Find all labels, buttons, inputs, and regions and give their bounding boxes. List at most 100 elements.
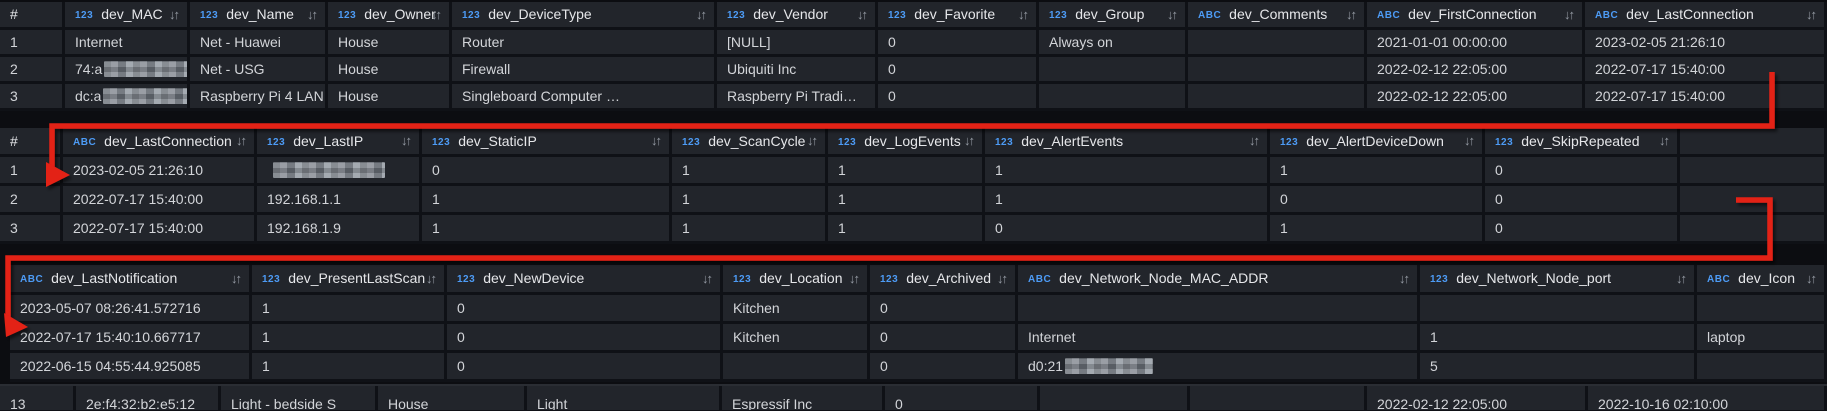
column-label: dev_LogEvents xyxy=(864,133,961,149)
cell: House xyxy=(328,57,452,84)
sort-icon[interactable]: ↓↑ xyxy=(807,133,818,148)
table-row: 2 74:a Net - USG House Firewall Ubiquiti Inc 0… xyxy=(0,57,1827,84)
column-label: dev_DeviceType xyxy=(488,6,592,22)
sort-icon[interactable]: ↓↑ xyxy=(431,7,442,22)
cell: Always on xyxy=(1039,30,1188,57)
column-header-dev_ScanCycle[interactable]: 123 dev_ScanCycle ↓↑ xyxy=(672,128,828,157)
column-label: dev_Network_Node_MAC_ADDR xyxy=(1059,270,1269,286)
cell: 192.168.1.1 xyxy=(257,186,422,215)
column-header-dev_Network_Node_port[interactable]: 123 dev_Network_Node_port ↓↑ xyxy=(1420,265,1697,295)
column-label: dev_Owner xyxy=(364,6,436,22)
sort-icon[interactable]: ↓↑ xyxy=(1249,133,1260,148)
column-header-dev_PresentLastScan[interactable]: 123 dev_PresentLastScan ↓↑ xyxy=(252,265,447,295)
sort-icon[interactable]: ↓↑ xyxy=(236,133,247,148)
sort-icon[interactable]: ↓↑ xyxy=(1806,7,1817,22)
sort-icon[interactable]: ↓↑ xyxy=(169,7,180,22)
sort-icon[interactable]: ↓↑ xyxy=(307,7,318,22)
sort-icon[interactable]: ↓↑ xyxy=(1167,7,1178,22)
column-header-dev_Network_Node_MAC_ADDR[interactable]: ABC dev_Network_Node_MAC_ADDR ↓↑ xyxy=(1018,265,1420,295)
sort-icon[interactable]: ↓↑ xyxy=(1806,271,1817,286)
cell: 5 xyxy=(1420,353,1697,382)
cell: 1 xyxy=(252,295,447,324)
column-label: dev_Comments xyxy=(1229,6,1328,22)
table-row: 2022-07-17 15:40:10.667717 1 0 Kitchen 0 Inte… xyxy=(10,324,1827,353)
cell: 2022-02-12 22:05:00 xyxy=(1367,84,1585,111)
cell: 0 xyxy=(422,157,672,186)
table-row: 3 dc:a Raspberry Pi 4 LAN House Singleboard … xyxy=(0,84,1827,111)
cell: 0 xyxy=(447,353,723,382)
column-header-dev_LastConnection[interactable]: ABC dev_LastConnection ↓↑ xyxy=(1585,2,1827,30)
cell: 1 xyxy=(1270,157,1485,186)
cell-text: d0:21 xyxy=(1028,358,1064,374)
cell: 0 xyxy=(985,215,1270,244)
sort-icon[interactable]: ↓↑ xyxy=(1399,271,1410,286)
cell xyxy=(257,157,422,186)
cell: 1 xyxy=(985,186,1270,215)
column-header-dev_Owner[interactable]: 123 dev_Owner ↓↑ xyxy=(328,2,452,30)
cell: Ubiquiti Inc xyxy=(717,57,878,84)
sort-icon[interactable]: ↓↑ xyxy=(231,271,242,286)
sort-icon[interactable]: ↓↑ xyxy=(1676,271,1687,286)
column-header-dev_MAC[interactable]: 123 dev_MAC ↓↑ xyxy=(65,2,190,30)
numeric-type-icon: 123 xyxy=(457,274,476,285)
column-header-dev_Icon[interactable]: ABC dev_Icon ↓↑ xyxy=(1697,265,1827,295)
column-header-dev_NewDevice[interactable]: 123 dev_NewDevice ↓↑ xyxy=(447,265,723,295)
column-header-dev_SkipRepeated[interactable]: 123 dev_SkipRepeated ↓↑ xyxy=(1485,128,1680,157)
sort-icon[interactable]: ↓↑ xyxy=(1346,7,1357,22)
column-header-dev_DeviceType[interactable]: 123 dev_DeviceType ↓↑ xyxy=(452,2,717,30)
cell: House xyxy=(378,386,527,411)
column-header-dev_Group[interactable]: 123 dev_Group ↓↑ xyxy=(1039,2,1188,30)
column-header-dev_Name[interactable]: 123 dev_Name ↓↑ xyxy=(190,2,328,30)
cell xyxy=(1040,386,1190,411)
cell: 2022-06-15 04:55:44.925085 xyxy=(10,353,252,382)
column-header-dev_AlertDeviceDown[interactable]: 123 dev_AlertDeviceDown ↓↑ xyxy=(1270,128,1485,157)
numeric-type-icon: 123 xyxy=(338,10,357,21)
sort-icon[interactable]: ↓↑ xyxy=(1659,133,1670,148)
sort-icon[interactable]: ↓↑ xyxy=(849,271,860,286)
column-label: dev_Group xyxy=(1075,6,1145,22)
cell: 2022-02-12 22:05:00 xyxy=(1367,386,1588,411)
column-header-dev_LastNotification[interactable]: ABC dev_LastNotification ↓↑ xyxy=(10,265,252,295)
cell: 1 xyxy=(672,186,828,215)
sort-icon[interactable]: ↓↑ xyxy=(1018,7,1029,22)
sort-icon[interactable]: ↓↑ xyxy=(702,271,713,286)
sort-icon[interactable]: ↓↑ xyxy=(1464,133,1475,148)
column-header-dev_Location[interactable]: 123 dev_Location ↓↑ xyxy=(723,265,870,295)
table-row: 1 Internet Net - Huawei House Router [NULL] 0 A… xyxy=(0,30,1827,57)
column-header-dev_Favorite[interactable]: 123 dev_Favorite ↓↑ xyxy=(878,2,1039,30)
cell: 0 xyxy=(878,84,1039,111)
sort-icon[interactable]: ↓↑ xyxy=(696,7,707,22)
column-header-dev_Comments[interactable]: ABC dev_Comments ↓↑ xyxy=(1188,2,1367,30)
column-header-dev_StaticIP[interactable]: 123 dev_StaticIP ↓↑ xyxy=(422,128,672,157)
cell: 0 xyxy=(1270,186,1485,215)
sort-icon[interactable]: ↓↑ xyxy=(857,7,868,22)
column-header-dev_Vendor[interactable]: 123 dev_Vendor ↓↑ xyxy=(717,2,878,30)
column-label: dev_Vendor xyxy=(753,6,828,22)
column-label: dev_PresentLastScan xyxy=(288,270,426,286)
column-header-dev_LastConnection[interactable]: ABC dev_LastConnection ↓↑ xyxy=(63,128,257,157)
column-header-dev_AlertEvents[interactable]: 123 dev_AlertEvents ↓↑ xyxy=(985,128,1270,157)
sort-icon[interactable]: ↓↑ xyxy=(1564,7,1575,22)
table-devices-main-continued-partial: 13 2e:f4:32:b2:e5:12 Light - bedside S Hous… xyxy=(0,384,1827,411)
column-label: dev_Archived xyxy=(906,270,992,286)
column-header-dev_LastIP[interactable]: 123 dev_LastIP ↓↑ xyxy=(257,128,422,157)
sort-icon[interactable]: ↓↑ xyxy=(997,271,1008,286)
sort-icon[interactable]: ↓↑ xyxy=(964,133,975,148)
cell xyxy=(1039,57,1188,84)
cell: 2022-10-16 02:10:00 xyxy=(1588,386,1827,411)
numeric-type-icon: 123 xyxy=(432,137,451,148)
cell: 1 xyxy=(828,215,985,244)
cell: 1 xyxy=(1420,324,1697,353)
sort-icon[interactable]: ↓↑ xyxy=(426,271,437,286)
column-header-dev_Archived[interactable]: 123 dev_Archived ↓↑ xyxy=(870,265,1018,295)
sort-icon[interactable]: ↓↑ xyxy=(651,133,662,148)
column-header-dev_FirstConnection[interactable]: ABC dev_FirstConnection ↓↑ xyxy=(1367,2,1585,30)
cell: Singleboard Computer … xyxy=(452,84,717,111)
column-header-dev_LogEvents[interactable]: 123 dev_LogEvents ↓↑ xyxy=(828,128,985,157)
numeric-type-icon: 123 xyxy=(1280,137,1299,148)
cell xyxy=(1188,84,1367,111)
cell: 0 xyxy=(447,324,723,353)
sort-icon[interactable]: ↓↑ xyxy=(401,133,412,148)
cell xyxy=(1420,295,1697,324)
cell: Router xyxy=(452,30,717,57)
